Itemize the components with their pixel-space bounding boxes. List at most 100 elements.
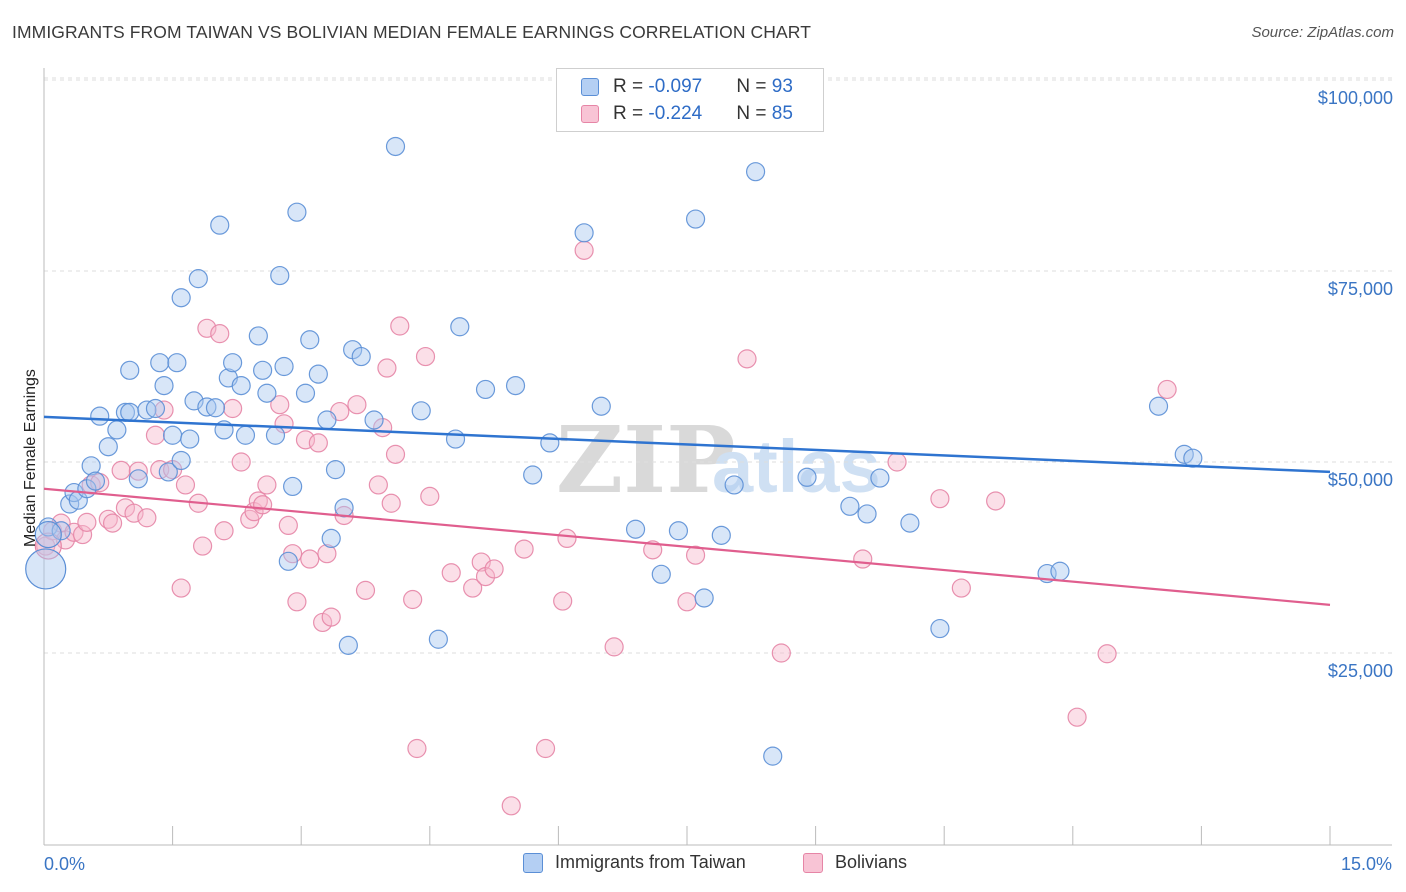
source-credit: Source: ZipAtlas.com (1251, 24, 1394, 41)
bolivia-point-81 (986, 491, 1006, 511)
taiwan-point-29 (210, 215, 230, 235)
taiwan-point-22 (171, 450, 191, 471)
y-tick-label-2: $75,000 (1328, 279, 1393, 299)
bolivia-point-16 (145, 425, 166, 445)
taiwan-point-46 (308, 364, 328, 384)
bolivia-point-33 (257, 475, 277, 495)
bolivia-point-21 (175, 475, 196, 495)
bolivia-point-83 (1097, 644, 1117, 664)
bolivia-point-58 (420, 486, 440, 506)
bolivia-point-47 (347, 395, 367, 415)
taiwan-point-84 (1148, 396, 1169, 416)
bolivia-point-75 (737, 349, 757, 369)
taiwan-point-9 (98, 437, 118, 457)
taiwan-point-7 (85, 471, 106, 491)
taiwan-points (25, 92, 1203, 766)
taiwan-point-39 (270, 265, 290, 286)
bolivia-point-40 (300, 549, 320, 569)
bolivia-point-36 (278, 515, 298, 536)
bolivia-point-63 (484, 559, 504, 579)
taiwan-point-33 (231, 376, 251, 396)
bolivia-point-84 (1157, 379, 1177, 400)
trend-lines (43, 415, 1331, 606)
taiwan-point-65 (591, 396, 611, 416)
bottom-legend-label-taiwan: Immigrants from Taiwan (555, 852, 746, 872)
bolivia-point-71 (643, 540, 663, 560)
legend-r-value-bolivia: -0.224 (648, 103, 703, 124)
bolivia-point-60 (463, 578, 483, 598)
taiwan-point-56 (411, 401, 431, 421)
taiwan-point-6 (81, 456, 101, 476)
bolivia-point-11 (111, 460, 131, 481)
y-tick-label-0: $25,000 (1328, 661, 1393, 681)
taiwan-point-37 (257, 383, 277, 403)
bolivia-point-44 (321, 607, 341, 627)
bolivia-point-57 (415, 346, 436, 367)
bolivia-point-41 (308, 433, 328, 453)
bolivia-point-48 (355, 580, 376, 600)
bottom-legend-taiwan: Immigrants from Taiwan (523, 852, 746, 873)
legend-n-value-taiwan: 93 (771, 76, 793, 97)
bolivia-point-59 (441, 563, 461, 583)
taiwan-point-41 (278, 551, 298, 571)
legend-swatch-taiwan (581, 78, 599, 96)
taiwan-point-66 (625, 519, 646, 539)
bolivia-point-38 (287, 592, 307, 612)
bolivia-point-67 (553, 591, 573, 611)
bolivia-point-10 (102, 513, 123, 533)
x-tick-label-min: 0.0% (44, 854, 85, 874)
taiwan-point-51 (338, 635, 358, 655)
bolivia-point-73 (685, 545, 706, 565)
watermark-atlas: atlas (712, 425, 881, 508)
y-tick-label-3: $100,000 (1318, 88, 1393, 108)
bolivia-point-52 (381, 493, 401, 513)
taiwan-point-71 (711, 525, 731, 545)
bottom-legend-bolivia: Bolivians (803, 852, 907, 873)
taiwan-point-35 (248, 326, 268, 346)
taiwan-point-40 (274, 356, 294, 377)
taiwan-point-34 (235, 425, 256, 445)
taiwan-point-12 (120, 402, 140, 422)
taiwan-point-18 (154, 376, 174, 396)
bolivia-point-25 (210, 324, 230, 344)
watermark-zip: ZIP (556, 406, 735, 514)
legend-row-taiwan: R = -0.097 N = 93 (581, 75, 793, 99)
taiwan-point-28 (205, 398, 226, 418)
chart-title: IMMIGRANTS FROM TAIWAN VS BOLIVIAN MEDIA… (12, 22, 811, 42)
taiwan-point-50 (334, 498, 354, 518)
taiwan-point-13 (120, 360, 140, 380)
taiwan-point-57 (428, 629, 448, 649)
taiwan-point-83 (1050, 561, 1070, 581)
bolivia-point-55 (403, 589, 423, 610)
bolivia-point-24 (197, 318, 217, 338)
taiwan-point-32 (223, 353, 243, 373)
taiwan-point-58 (445, 429, 466, 449)
taiwan-point-17 (150, 353, 170, 373)
bolivia-point-28 (231, 452, 251, 472)
bolivia-point-80 (951, 578, 971, 598)
taiwan-point-77 (840, 496, 860, 516)
bolivia-point-34 (270, 395, 290, 415)
taiwan-point-60 (475, 379, 496, 400)
bolivia-point-26 (214, 521, 234, 541)
legend-n-label: N = (736, 103, 772, 124)
legend-n-value-bolivia: 85 (771, 103, 793, 124)
taiwan-point-59 (450, 317, 470, 337)
taiwan-point-23 (171, 288, 191, 308)
bolivia-point-53 (385, 444, 406, 464)
taiwan-point-45 (300, 330, 320, 350)
bolivia-point-54 (390, 316, 410, 336)
taiwan-point-53 (351, 346, 371, 367)
y-tick-label-1: $50,000 (1328, 470, 1393, 490)
taiwan-point-76 (797, 467, 817, 487)
taiwan-point-49 (325, 460, 346, 480)
bolivia-point-72 (677, 592, 697, 612)
taiwan-point-14 (128, 469, 148, 489)
bolivia-point-27 (223, 398, 243, 419)
bolivia-point-23 (193, 536, 213, 556)
taiwan-point-16 (145, 398, 166, 419)
taiwan-point-81 (930, 618, 950, 639)
bolivia-point-56 (407, 738, 427, 759)
taiwan-point-21 (167, 353, 187, 373)
